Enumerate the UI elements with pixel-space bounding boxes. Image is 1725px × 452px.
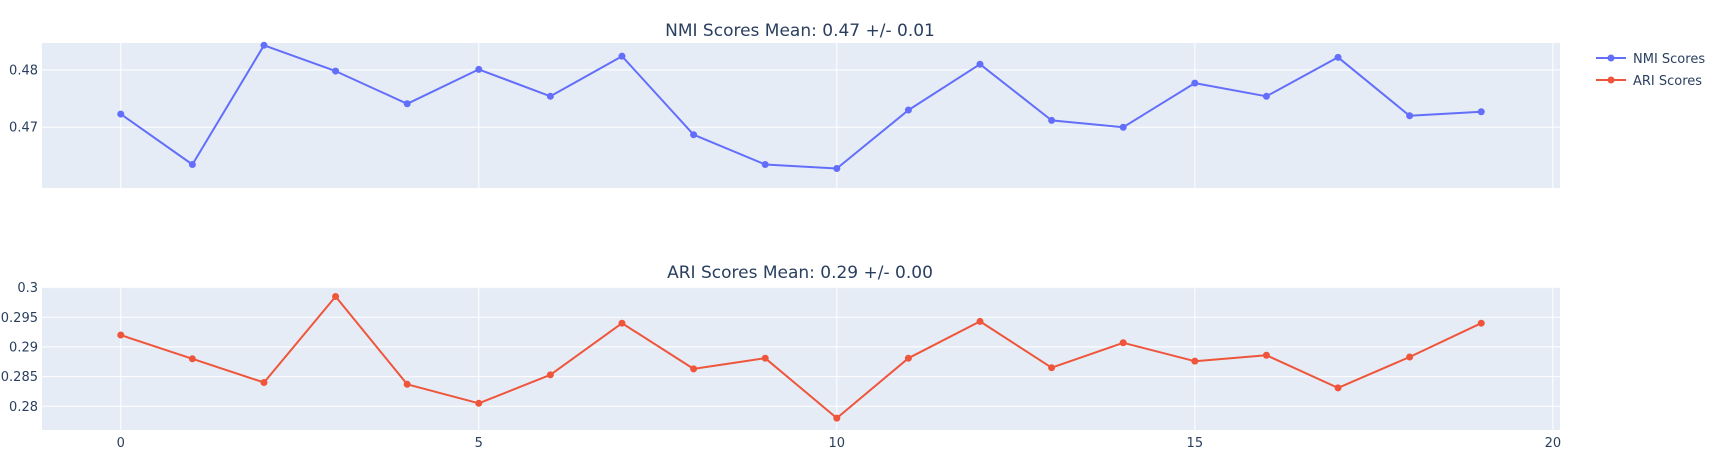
legend-marker-nmi xyxy=(1607,54,1615,62)
ari-data-point xyxy=(1477,319,1485,327)
ari-x-tick-label: 5 xyxy=(475,436,483,451)
ari-data-point xyxy=(403,380,411,388)
ari-x-tick-label: 10 xyxy=(829,436,846,451)
ari-data-point xyxy=(904,354,912,362)
nmi-data-point xyxy=(1334,53,1342,61)
nmi-chart-title: NMI Scores Mean: 0.47 +/- 0.01 xyxy=(665,21,935,41)
nmi-data-point xyxy=(475,65,483,73)
nmi-data-point xyxy=(976,60,984,68)
nmi-data-point xyxy=(618,52,626,60)
nmi-data-point xyxy=(117,110,125,118)
nmi-data-point xyxy=(188,161,196,169)
nmi-data-point xyxy=(1048,116,1056,124)
nmi-data-point xyxy=(332,67,340,75)
ari-x-tick-label: 0 xyxy=(117,436,125,451)
nmi-data-point xyxy=(761,161,769,169)
ari-data-point xyxy=(117,331,125,339)
ari-data-point xyxy=(1191,357,1199,365)
nmi-plot-area xyxy=(42,43,1560,188)
ari-data-point xyxy=(546,371,554,379)
nmi-data-point xyxy=(833,165,841,173)
ari-y-tick-label: 0.285 xyxy=(1,370,38,385)
legend-label-ari: ARI Scores xyxy=(1633,74,1702,89)
legend-label-nmi: NMI Scores xyxy=(1633,52,1705,67)
ari-y-tick-label: 0.29 xyxy=(9,340,38,355)
nmi-y-tick-label: 0.47 xyxy=(9,121,38,136)
ari-data-point xyxy=(332,292,340,300)
ari-y-tick-label: 0.3 xyxy=(17,281,38,296)
nmi-series-line xyxy=(120,44,1482,170)
nmi-data-point xyxy=(904,106,912,114)
legend-item-nmi[interactable]: NMI Scores xyxy=(1596,52,1705,67)
ari-data-point xyxy=(976,317,984,325)
nmi-data-point xyxy=(403,100,411,108)
ari-subplot: ARI Scores Mean: 0.29 +/- 0.00 0.28 0.285… xyxy=(1,263,1561,451)
ari-data-point xyxy=(690,365,698,373)
nmi-data-point xyxy=(260,41,268,49)
ari-data-point xyxy=(260,379,268,387)
ari-y-tick-label: 0.28 xyxy=(9,400,38,415)
nmi-data-point xyxy=(1191,79,1199,87)
ari-chart-title: ARI Scores Mean: 0.29 +/- 0.00 xyxy=(667,263,933,283)
ari-data-point xyxy=(475,399,483,407)
nmi-data-point xyxy=(1119,123,1127,131)
nmi-data-point xyxy=(546,92,554,100)
ari-y-tick-label: 0.295 xyxy=(1,311,38,326)
legend-marker-ari xyxy=(1607,76,1615,84)
ari-data-point xyxy=(833,414,841,422)
ari-plot-area xyxy=(42,287,1560,430)
ari-data-point xyxy=(761,354,769,362)
ari-series-line xyxy=(120,295,1482,420)
ari-data-point xyxy=(188,355,196,363)
ari-data-point xyxy=(1119,339,1127,347)
ari-data-point xyxy=(1334,384,1342,392)
nmi-data-point xyxy=(690,131,698,139)
ari-x-tick-label: 20 xyxy=(1545,436,1562,451)
legend[interactable]: NMI Scores ARI Scores xyxy=(1596,52,1705,89)
ari-data-point xyxy=(618,319,626,327)
ari-data-point xyxy=(1406,353,1414,361)
ari-data-point xyxy=(1262,351,1270,359)
nmi-data-point xyxy=(1406,112,1414,120)
nmi-data-point xyxy=(1262,92,1270,100)
nmi-data-point xyxy=(1477,108,1485,116)
ari-x-tick-label: 15 xyxy=(1187,436,1204,451)
nmi-y-tick-label: 0.48 xyxy=(9,63,38,78)
ari-data-point xyxy=(1048,364,1056,372)
nmi-subplot: NMI Scores Mean: 0.47 +/- 0.01 0.47 0.48 xyxy=(9,21,1560,188)
legend-item-ari[interactable]: ARI Scores xyxy=(1596,74,1702,89)
